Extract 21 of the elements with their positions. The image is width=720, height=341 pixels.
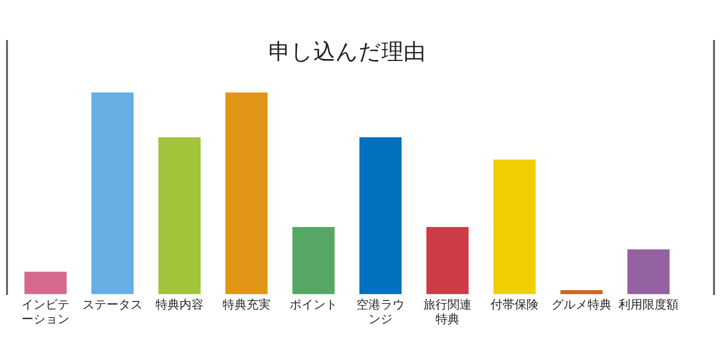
x-tick-label: ステータス <box>82 298 142 312</box>
x-tick-label: 空港ラウンジ <box>356 298 404 326</box>
x-tick-label: 付帯保険 <box>490 298 538 312</box>
bar <box>91 92 134 294</box>
bar <box>493 160 536 294</box>
x-tick-label: グルメ特典 <box>552 298 612 312</box>
x-tick-label: 旅行関連特典 <box>424 298 472 326</box>
bar <box>292 227 335 294</box>
bar <box>158 137 201 294</box>
bar <box>225 92 268 294</box>
bar <box>359 137 402 294</box>
bar <box>560 290 603 294</box>
chart-title: 申し込んだ理由 <box>268 40 426 65</box>
bar <box>24 272 67 294</box>
x-tick-label: インビテーション <box>22 298 70 326</box>
bar <box>627 249 670 294</box>
x-tick-label: ポイント <box>290 298 338 312</box>
x-tick-label: 特典充実 <box>222 298 270 312</box>
x-tick-label: 利用限度額 <box>618 298 678 312</box>
x-tick-label: 特典内容 <box>156 298 204 312</box>
bar <box>426 227 469 294</box>
